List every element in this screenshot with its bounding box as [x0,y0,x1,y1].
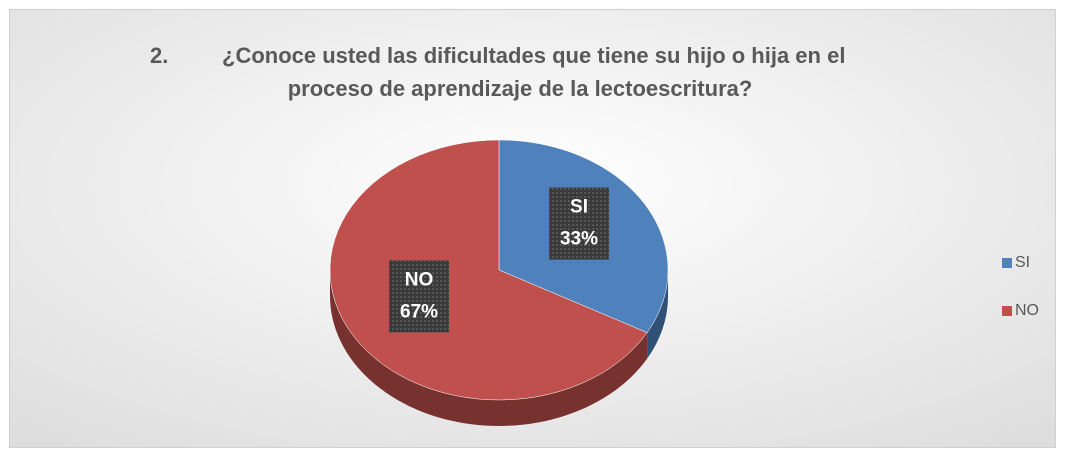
chart-title: proceso de aprendizaje de la lectoescrit… [288,76,753,101]
legend-label: SI [1015,254,1030,271]
data-label-box [388,260,449,333]
slice-side [647,270,668,359]
slice-side [330,270,648,426]
data-label-category: NO [405,269,434,290]
data-label: 67% [400,301,438,322]
data-label-category: SI [570,197,588,218]
pie-slice [329,139,648,401]
legend-swatch [1002,306,1012,316]
legend-swatch [1002,258,1012,268]
data-label: 33% [560,229,598,250]
legend-label: NO [1015,302,1039,319]
chart-title: ¿Conoce usted las dificultades que tiene… [222,43,845,68]
data-label-box [549,187,610,260]
title-number: 2. [150,43,168,68]
